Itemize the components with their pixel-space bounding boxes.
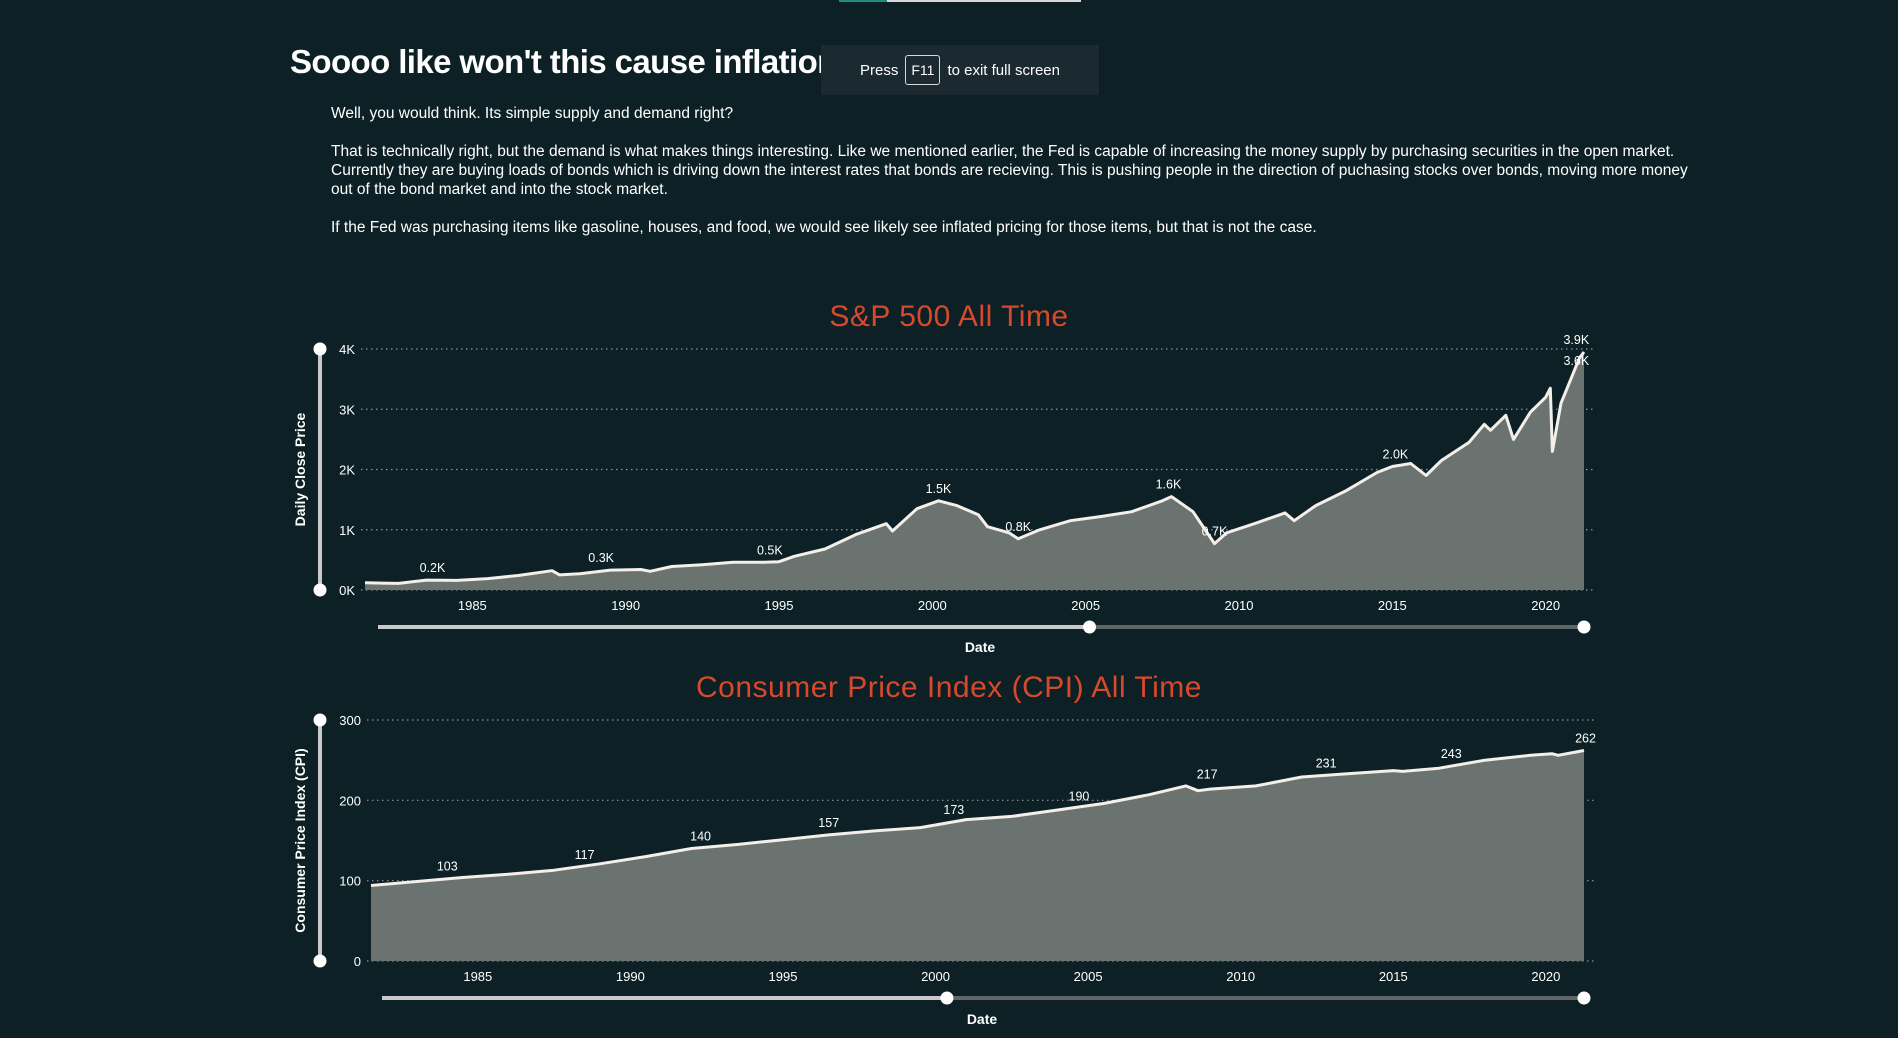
cpi-x-tick-label: 1985 — [463, 969, 492, 984]
cpi-x-tick-label: 2000 — [921, 969, 950, 984]
sp500-data-label: 0.2K — [420, 561, 446, 575]
sp500-x-tick-label: 2010 — [1225, 598, 1254, 613]
sp500-x-tick-label: 2015 — [1378, 598, 1407, 613]
page-tab-indicator[interactable] — [839, 0, 1081, 2]
sp500-data-label: 1.6K — [1156, 478, 1182, 492]
cpi-x-axis-title: Date — [967, 1011, 998, 1027]
sp500-x-tick-label: 2005 — [1071, 598, 1100, 613]
cpi-x-slider-handle-start[interactable] — [940, 991, 954, 1005]
cpi-data-label: 117 — [575, 848, 595, 862]
fullscreen-hint-suffix: to exit full screen — [947, 61, 1060, 79]
cpi-y-tick-label: 0 — [354, 954, 361, 969]
sp500-y-tick-label: 1K — [339, 523, 355, 538]
sp500-x-tick-label: 1985 — [458, 598, 487, 613]
cpi-data-label: 103 — [437, 859, 458, 873]
cpi-chart-title: Consumer Price Index (CPI) All Time — [696, 671, 1202, 704]
sp500-y-tick-label: 4K — [339, 342, 355, 357]
sp500-x-slider-handle-start[interactable] — [1083, 620, 1097, 634]
cpi-y-slider-handle-bottom[interactable] — [313, 954, 327, 968]
sp500-data-label: 0.8K — [1005, 520, 1031, 534]
paragraph-intro: Well, you would think. Its simple supply… — [331, 105, 734, 122]
cpi-y-tick-label: 300 — [339, 713, 361, 728]
fullscreen-hint-prefix: Press — [860, 61, 899, 79]
cpi-data-label: 140 — [690, 830, 711, 844]
cpi-data-label: 231 — [1316, 756, 1337, 770]
paragraph-demand: That is technically right, but the deman… — [331, 143, 1688, 198]
f11-key-badge: F11 — [905, 55, 941, 85]
sp500-x-tick-label: 1995 — [765, 598, 794, 613]
cpi-y-tick-label: 100 — [339, 874, 361, 889]
sp500-x-tick-label: 2020 — [1531, 598, 1560, 613]
cpi-y-tick-label: 200 — [339, 793, 361, 808]
cpi-x-tick-label: 1995 — [769, 969, 798, 984]
sp500-y-tick-label: 2K — [339, 463, 355, 478]
explanation-text: Well, you would think. Its simple supply… — [331, 104, 1706, 256]
sp500-x-axis-title: Date — [965, 639, 996, 655]
cpi-x-slider-handle-end[interactable] — [1577, 991, 1591, 1005]
sp500-chart-title: S&P 500 All Time — [829, 300, 1069, 333]
fullscreen-hint-banner: Press F11 to exit full screen — [821, 45, 1099, 95]
sp500-data-label: 0.3K — [588, 551, 614, 565]
cpi-data-label: 217 — [1197, 768, 1218, 782]
sp500-x-slider-handle-end[interactable] — [1577, 620, 1591, 634]
cpi-series-line — [370, 749, 1585, 887]
sp500-y-slider-handle-top[interactable] — [313, 342, 327, 356]
cpi-area-fill — [371, 750, 1584, 961]
paragraph-fed-purchases: If the Fed was purchasing items like gas… — [331, 219, 1317, 236]
sp500-data-label: 1.5K — [926, 482, 952, 496]
page-tab-accent — [839, 0, 887, 2]
sp500-y-tick-label: 3K — [339, 402, 355, 417]
sp500-x-tick-label: 1990 — [611, 598, 640, 613]
page-title: Soooo like won't this cause inflation? — [290, 43, 857, 80]
cpi-y-slider-handle-top[interactable] — [313, 713, 327, 727]
sp500-data-label: 0.5K — [757, 543, 783, 557]
cpi-x-tick-label: 2005 — [1074, 969, 1103, 984]
cpi-y-axis-title: Consumer Price Index (CPI) — [292, 748, 308, 932]
cpi-data-label: 173 — [943, 803, 964, 817]
cpi-x-tick-label: 2020 — [1531, 969, 1560, 984]
cpi-data-label: 157 — [818, 816, 839, 830]
sp500-area-fill — [365, 352, 1584, 590]
sp500-data-label: 3.6K — [1563, 354, 1589, 368]
sp500-y-axis-title: Daily Close Price — [292, 412, 308, 526]
sp500-data-label: 2.0K — [1383, 447, 1409, 461]
sp500-y-tick-label: 0K — [339, 583, 355, 598]
cpi-x-tick-label: 2010 — [1226, 969, 1255, 984]
cpi-data-label: 243 — [1441, 747, 1462, 761]
cpi-data-label: 262 — [1575, 732, 1596, 746]
sp500-series-line — [364, 351, 1586, 585]
cpi-x-tick-label: 1990 — [616, 969, 645, 984]
sp500-y-slider-handle-bottom[interactable] — [313, 583, 327, 597]
sp500-data-label: 3.9K — [1563, 333, 1589, 347]
cpi-data-label: 190 — [1069, 789, 1090, 803]
cpi-x-tick-label: 2015 — [1379, 969, 1408, 984]
sp500-data-label: 0.7K — [1202, 525, 1228, 539]
sp500-x-tick-label: 2000 — [918, 598, 947, 613]
